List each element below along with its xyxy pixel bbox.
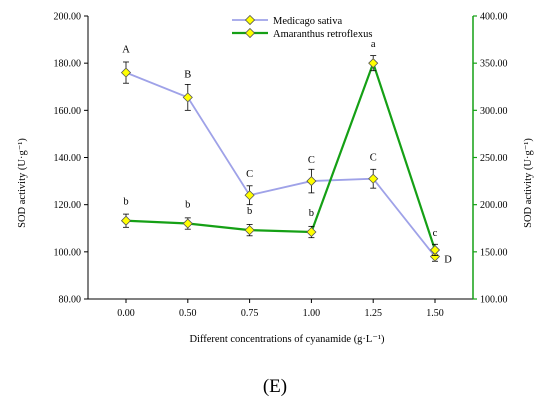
- data-point: [244, 225, 255, 236]
- significance-label: C: [308, 155, 315, 166]
- x-tick-label: 0.50: [179, 308, 197, 319]
- significance-label: C: [246, 169, 253, 180]
- x-tick-label: 1.25: [364, 308, 382, 319]
- x-tick-label: 1.00: [303, 308, 321, 319]
- y-right-tick-label: 350.00: [480, 59, 508, 70]
- y-right-tick-label: 250.00: [480, 153, 508, 164]
- y-right-tick-label: 300.00: [480, 106, 508, 117]
- data-point: [429, 251, 441, 262]
- significance-label: B: [184, 69, 191, 80]
- legend-entry: Medicago sativa: [273, 16, 342, 27]
- significance-label: a: [371, 39, 376, 50]
- y-left-tick-label: 180.00: [54, 59, 82, 70]
- y-right-tick-label: 200.00: [480, 200, 508, 211]
- significance-label: b: [123, 197, 128, 208]
- legend-marker: [244, 14, 256, 26]
- series-0: A B C C C D: [120, 45, 452, 266]
- data-point: [182, 218, 193, 229]
- axes: 80.00 100.00 120.00 140.00 160.00 180.00 200.0…: [54, 12, 508, 320]
- significance-label: b: [309, 208, 314, 219]
- y-right-tick-label: 100.00: [480, 295, 508, 306]
- legend-marker: [244, 27, 256, 39]
- y-left-tick-label: 140.00: [54, 153, 82, 164]
- significance-label: b: [247, 206, 252, 217]
- series-line: [125, 59, 437, 251]
- panel-label: (E): [263, 376, 287, 397]
- x-tick-label: 0.00: [117, 308, 135, 319]
- y-right-tick-label: 150.00: [480, 247, 508, 258]
- legend-entry: Amaranthus retroflexus: [273, 29, 372, 40]
- data-point: [368, 58, 379, 69]
- x-axis-title: Different concentrations of cyanamide (g…: [189, 334, 385, 345]
- data-point: [182, 92, 193, 103]
- y-left-tick-label: 80.00: [59, 295, 82, 306]
- significance-label: A: [122, 45, 130, 56]
- x-tick-label: 1.50: [426, 308, 444, 319]
- y-axis-left-title: SOD activity (U·g⁻¹): [17, 138, 28, 228]
- y-left-tick-label: 100.00: [54, 247, 82, 258]
- significance-label: c: [433, 228, 438, 239]
- data-point: [244, 190, 255, 201]
- data-point: [368, 173, 379, 184]
- x-tick-label: 0.75: [241, 308, 259, 319]
- significance-label: C: [370, 153, 377, 164]
- series-1: b b b b a c: [120, 39, 441, 257]
- significance-label: b: [185, 200, 190, 211]
- y-axis-right-title: SOD activity (U·g⁻¹): [523, 138, 534, 228]
- legend: Medicago sativa Amaranthus retroflexus: [232, 14, 372, 40]
- y-left-tick-label: 200.00: [54, 12, 82, 23]
- y-left-tick-label: 120.00: [54, 200, 82, 211]
- significance-label: D: [444, 255, 452, 266]
- data-point: [306, 226, 317, 238]
- y-left-tick-label: 160.00: [54, 106, 82, 117]
- data-point: [306, 176, 317, 187]
- series-layer: A B C C C Db b b b a c: [120, 39, 452, 266]
- data-point: [429, 244, 441, 256]
- y-right-tick-label: 400.00: [480, 12, 508, 23]
- data-point: [120, 67, 132, 78]
- series-line: [125, 71, 436, 258]
- data-point: [120, 215, 132, 226]
